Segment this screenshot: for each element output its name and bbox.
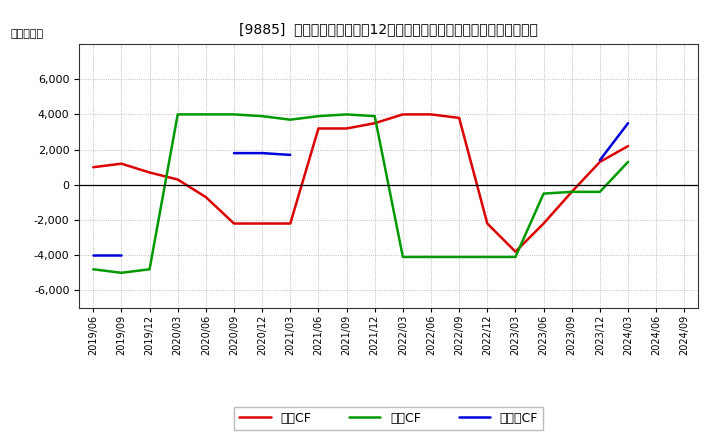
投資CF bbox=[539, 191, 548, 196]
営業CF bbox=[427, 112, 436, 117]
Legend: 営業CF, 投資CF, フリーCF: 営業CF, 投資CF, フリーCF bbox=[235, 407, 543, 429]
Line: 投資CF: 投資CF bbox=[94, 114, 628, 273]
営業CF bbox=[314, 126, 323, 131]
投資CF bbox=[286, 117, 294, 122]
投資CF bbox=[89, 267, 98, 272]
Line: 営業CF: 営業CF bbox=[94, 114, 628, 252]
営業CF bbox=[624, 143, 632, 149]
営業CF bbox=[117, 161, 126, 166]
営業CF bbox=[511, 249, 520, 254]
投資CF bbox=[427, 254, 436, 260]
営業CF bbox=[483, 221, 492, 226]
投資CF bbox=[202, 112, 210, 117]
営業CF bbox=[539, 221, 548, 226]
投資CF bbox=[567, 189, 576, 194]
投資CF bbox=[230, 112, 238, 117]
投資CF bbox=[455, 254, 464, 260]
営業CF bbox=[258, 221, 266, 226]
投資CF bbox=[511, 254, 520, 260]
投資CF bbox=[624, 159, 632, 165]
営業CF bbox=[286, 221, 294, 226]
Y-axis label: （百万円）: （百万円） bbox=[10, 29, 43, 39]
営業CF bbox=[455, 115, 464, 121]
投資CF bbox=[342, 112, 351, 117]
投資CF bbox=[483, 254, 492, 260]
営業CF bbox=[174, 177, 182, 182]
投資CF bbox=[174, 112, 182, 117]
投資CF bbox=[258, 114, 266, 119]
営業CF bbox=[145, 170, 154, 175]
営業CF bbox=[370, 121, 379, 126]
営業CF bbox=[567, 189, 576, 194]
投資CF bbox=[595, 189, 604, 194]
営業CF bbox=[230, 221, 238, 226]
投資CF bbox=[145, 267, 154, 272]
フリーCF bbox=[117, 253, 126, 258]
営業CF bbox=[595, 159, 604, 165]
投資CF bbox=[399, 254, 408, 260]
フリーCF bbox=[89, 253, 98, 258]
営業CF bbox=[399, 112, 408, 117]
Title: [9885]  キャッシュフローの12か月移動合計の対前年同期増減額の推移: [9885] キャッシュフローの12か月移動合計の対前年同期増減額の推移 bbox=[239, 22, 539, 36]
営業CF bbox=[89, 165, 98, 170]
投資CF bbox=[117, 270, 126, 275]
投資CF bbox=[370, 114, 379, 119]
投資CF bbox=[314, 114, 323, 119]
営業CF bbox=[202, 194, 210, 200]
営業CF bbox=[342, 126, 351, 131]
